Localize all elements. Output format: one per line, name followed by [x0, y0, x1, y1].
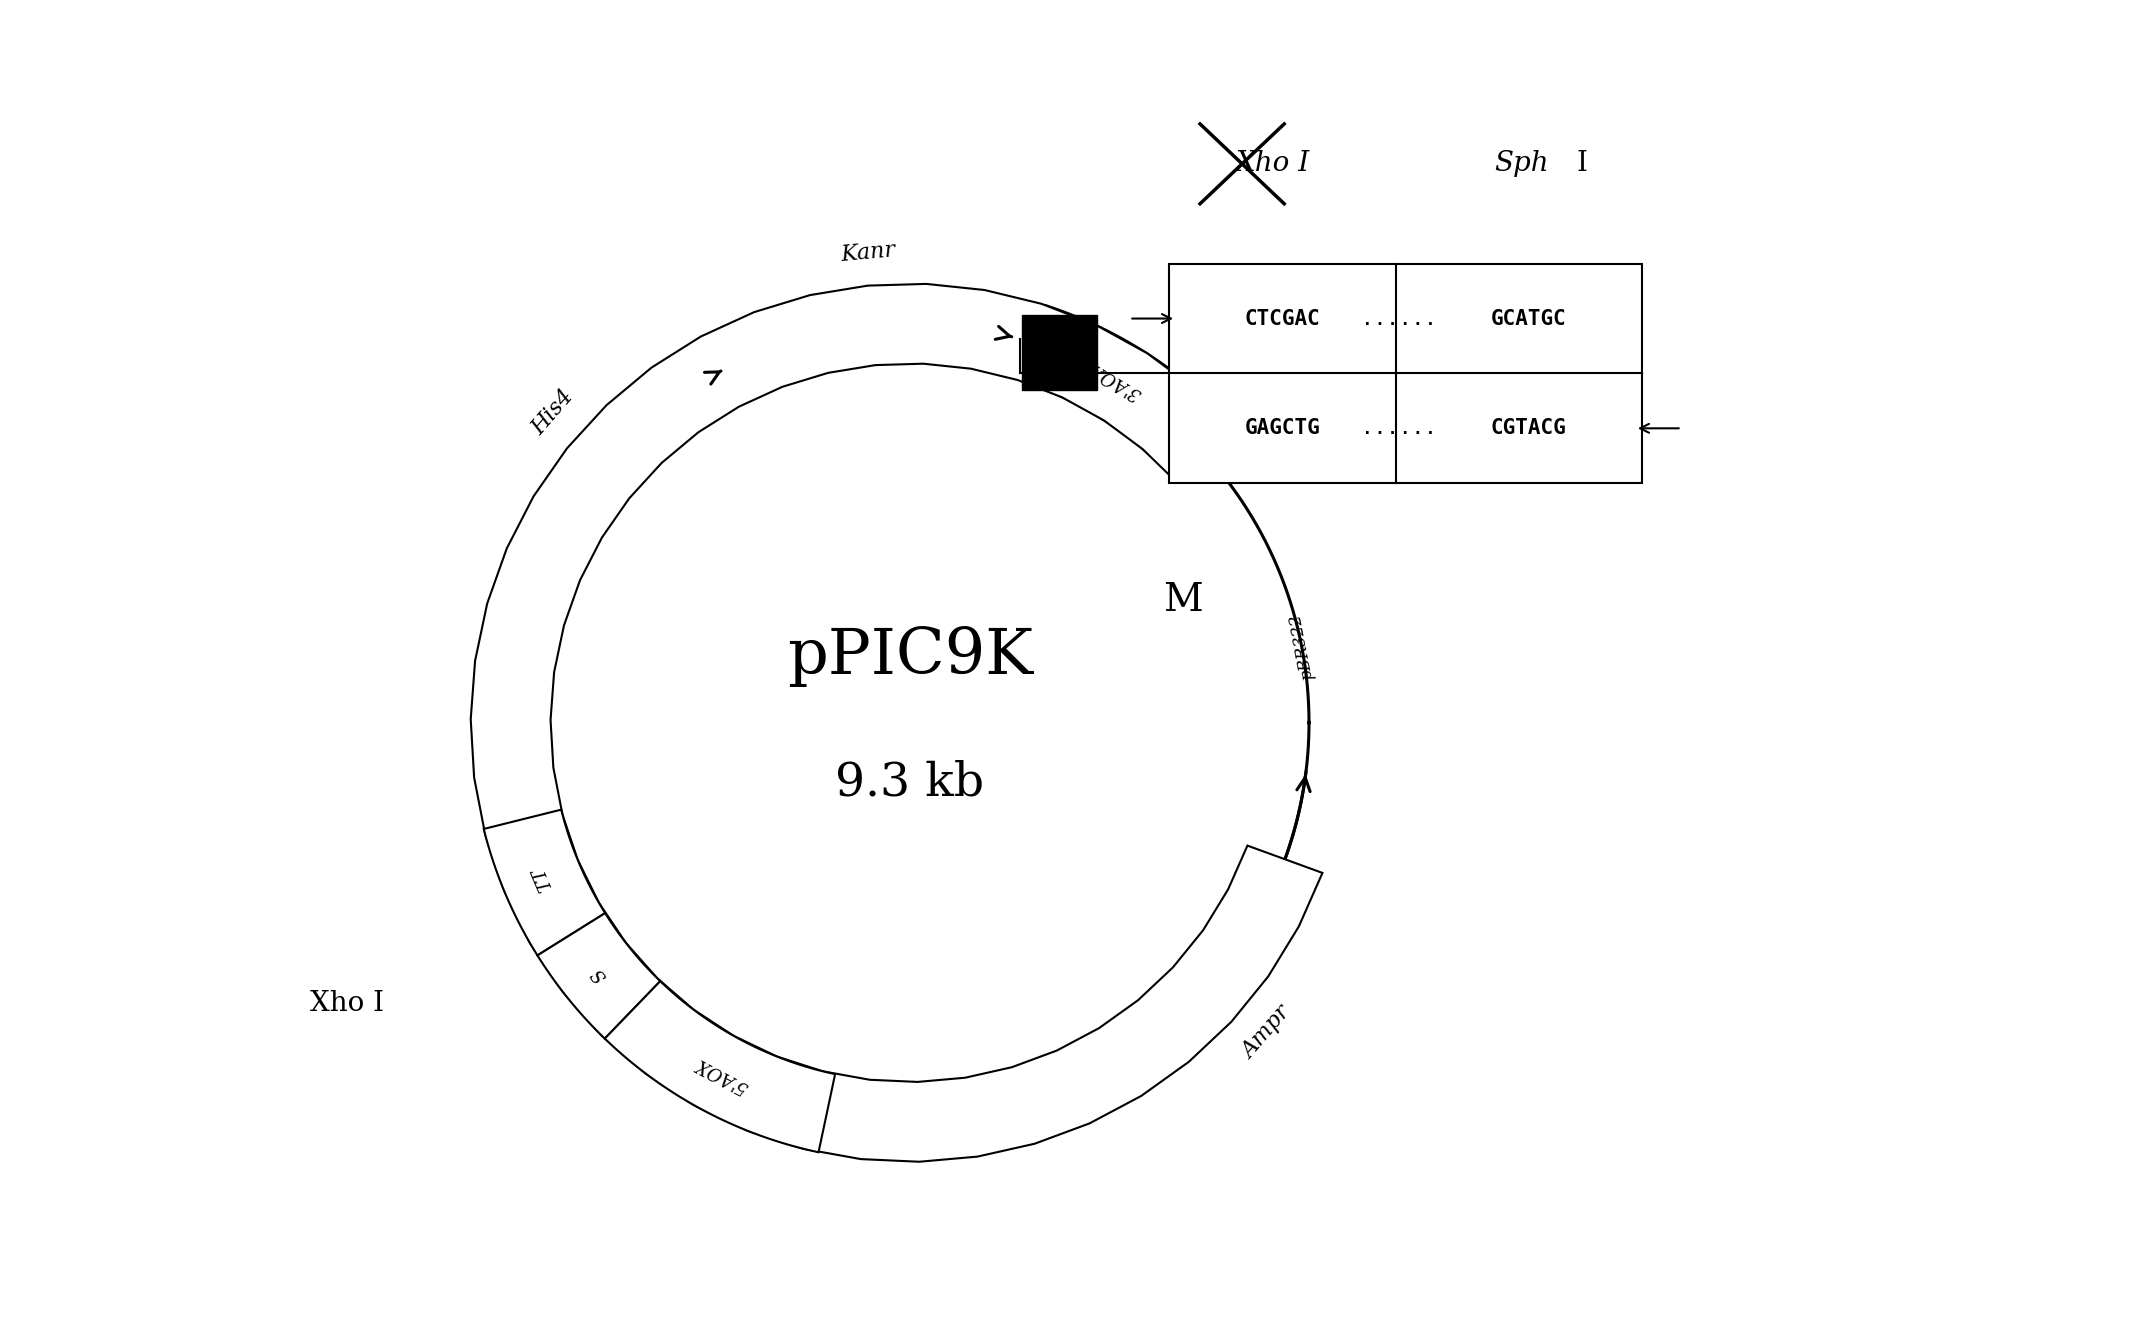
Text: ......: ......: [1360, 418, 1435, 438]
Polygon shape: [471, 284, 1322, 1162]
Polygon shape: [605, 981, 834, 1153]
Text: His4: His4: [528, 386, 580, 439]
Text: ......: ......: [1360, 308, 1435, 328]
Text: pPIC9K: pPIC9K: [787, 625, 1033, 687]
Text: CGTACG: CGTACG: [1491, 418, 1566, 438]
Text: I: I: [1576, 150, 1587, 177]
Text: Ampr: Ampr: [1238, 1002, 1294, 1063]
Text: GAGCTG: GAGCTG: [1245, 418, 1320, 438]
Text: S: S: [588, 964, 610, 984]
Bar: [1170, 264, 1643, 483]
Text: 3'AOX: 3'AOX: [1087, 359, 1144, 403]
Polygon shape: [537, 913, 661, 1039]
Text: Sph: Sph: [1495, 150, 1549, 177]
Text: Xho I: Xho I: [1236, 150, 1311, 177]
Polygon shape: [1022, 316, 1097, 390]
Text: M: M: [1164, 582, 1202, 619]
Text: Kanr: Kanr: [841, 238, 896, 265]
Text: GCATGC: GCATGC: [1491, 308, 1566, 328]
Text: 5'AOX: 5'AOX: [693, 1054, 751, 1097]
Text: CTCGAC: CTCGAC: [1245, 308, 1320, 328]
Polygon shape: [483, 810, 605, 956]
Text: 9.3 kb: 9.3 kb: [834, 761, 984, 805]
Text: pBR322: pBR322: [1288, 612, 1315, 682]
Polygon shape: [1020, 305, 1209, 461]
Text: Xho I: Xho I: [310, 990, 385, 1016]
Text: TT: TT: [528, 864, 556, 893]
